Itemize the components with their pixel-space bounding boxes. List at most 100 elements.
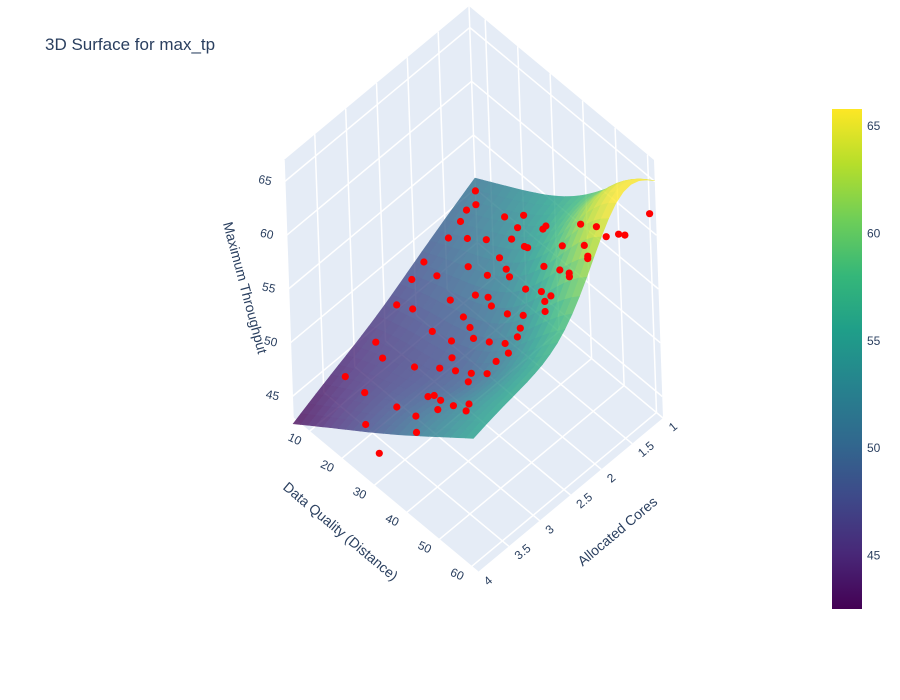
data-point	[444, 234, 452, 242]
data-point	[446, 296, 454, 304]
colorbar-tick-label: 50	[867, 441, 881, 455]
data-point	[501, 213, 509, 221]
grid-line-y	[438, 385, 625, 541]
data-point	[447, 337, 456, 345]
data-point	[495, 254, 504, 262]
data-point	[466, 323, 474, 332]
grid-line-z	[286, 80, 473, 236]
data-point	[412, 428, 421, 436]
data-point	[434, 406, 442, 414]
x-tick-label: 1	[666, 419, 680, 434]
data-point	[556, 266, 564, 274]
data-point	[430, 391, 438, 400]
data-point	[462, 407, 470, 415]
colorbar-tick-label: 60	[867, 227, 881, 241]
data-point	[471, 291, 479, 299]
z-tick-label: 50	[263, 333, 279, 350]
data-point	[504, 349, 512, 357]
data-point	[483, 271, 491, 279]
data-point	[482, 236, 490, 244]
data-point	[379, 354, 387, 362]
data-point	[341, 373, 349, 381]
x-tick-label: 3	[543, 522, 557, 537]
grid-line-z	[469, 26, 656, 183]
y-tick-label: 60	[448, 565, 466, 583]
data-point	[483, 370, 491, 378]
x-tick-label: 2.5	[573, 490, 595, 512]
colorbar-gradient	[832, 109, 862, 609]
data-point	[467, 369, 475, 377]
data-point	[522, 285, 530, 293]
y-axis-title: Data Quality (Distance)	[280, 479, 401, 584]
grid-line-z	[284, 26, 471, 183]
data-point	[485, 338, 493, 346]
colorbar-tick-label: 65	[867, 119, 881, 133]
data-point	[408, 275, 416, 284]
data-point	[472, 201, 480, 209]
data-point	[577, 220, 585, 228]
z-tick-label: 45	[265, 387, 281, 404]
data-point	[584, 255, 592, 263]
data-point	[393, 403, 401, 411]
data-point	[580, 241, 588, 249]
y-tick-label: 40	[383, 511, 401, 529]
data-point	[471, 187, 479, 195]
x-tick-label: 4	[481, 573, 495, 588]
data-point	[456, 217, 465, 226]
data-point	[615, 230, 623, 238]
x-tick-label: 2	[604, 470, 618, 485]
data-point	[464, 378, 472, 386]
data-point	[410, 363, 419, 371]
colorbar-tick-label: 45	[867, 548, 881, 562]
chart-title: 3D Surface for max_tp	[45, 35, 215, 54]
x-tick-label: 3.5	[512, 541, 534, 563]
data-point	[372, 338, 380, 346]
data-point	[602, 233, 610, 241]
surface-patch	[465, 429, 482, 439]
data-point	[393, 301, 401, 309]
data-point	[449, 402, 457, 410]
data-point	[436, 364, 444, 372]
data-point	[433, 272, 441, 280]
data-point	[462, 206, 471, 214]
data-point	[428, 327, 436, 335]
data-point	[469, 334, 478, 342]
data-point	[540, 262, 548, 270]
data-point	[502, 265, 510, 273]
data-point	[547, 292, 555, 300]
surface-max_tp	[292, 177, 655, 439]
data-point	[437, 396, 445, 404]
data-point	[519, 311, 527, 319]
data-point	[524, 244, 532, 252]
data-point	[503, 310, 511, 318]
data-point	[592, 223, 601, 231]
z-tick-label: 60	[259, 226, 275, 243]
data-point	[621, 231, 629, 239]
data-point	[558, 242, 566, 250]
grid-line-z	[288, 134, 474, 290]
grid-line-z	[289, 188, 476, 344]
data-point	[361, 389, 369, 397]
data-point	[492, 357, 500, 365]
data-point	[565, 269, 573, 277]
grid-line-y	[406, 358, 593, 514]
data-point	[501, 339, 509, 348]
data-point	[516, 324, 524, 332]
data-point	[409, 305, 417, 313]
data-point	[520, 211, 528, 219]
plot-scene[interactable]: 11.522.533.541020304050604550556065Alloc…	[220, 5, 680, 588]
data-point	[424, 393, 432, 401]
data-point	[514, 224, 522, 232]
data-point	[646, 210, 654, 218]
data-point	[420, 258, 428, 266]
data-point	[463, 234, 471, 243]
data-point	[362, 420, 370, 429]
data-point	[508, 235, 516, 243]
y-tick-label: 30	[351, 484, 369, 502]
data-point	[465, 400, 473, 408]
data-point	[451, 367, 460, 375]
grid-line-x	[292, 417, 479, 573]
data-point	[375, 449, 383, 457]
data-point	[513, 333, 522, 341]
